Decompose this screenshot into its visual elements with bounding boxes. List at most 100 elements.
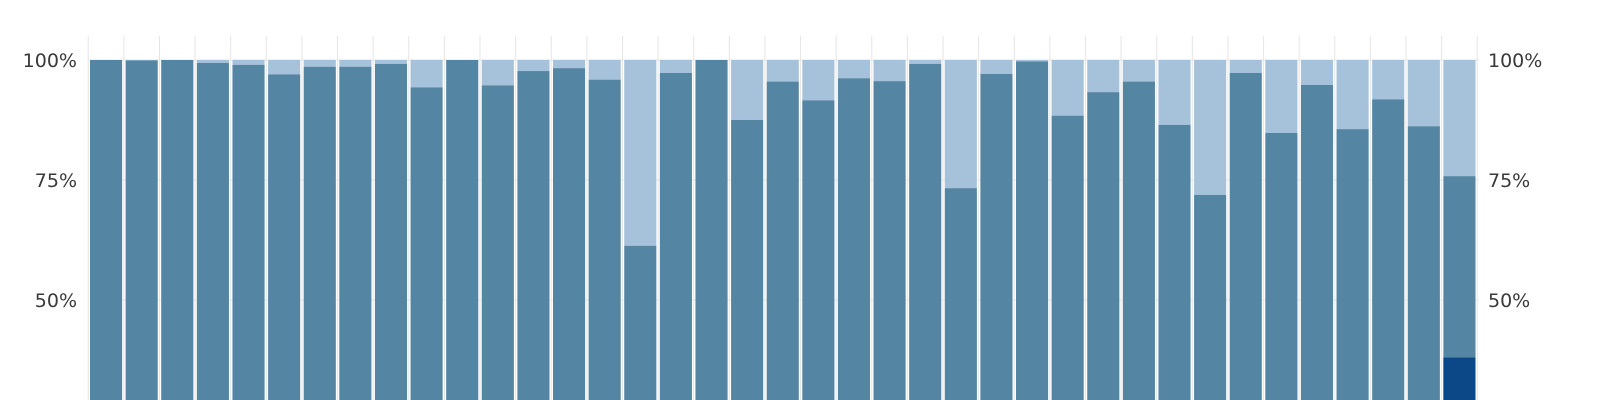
bar-value-segment bbox=[1336, 129, 1369, 400]
bar-group bbox=[1407, 60, 1440, 400]
bar-group bbox=[1158, 60, 1191, 400]
bar-remainder-segment bbox=[196, 60, 229, 63]
bar-remainder-segment bbox=[339, 60, 372, 67]
bar-remainder-segment bbox=[1407, 60, 1440, 127]
bar-value-segment bbox=[125, 60, 158, 400]
bar-remainder-segment bbox=[1336, 60, 1369, 130]
bar-value-segment bbox=[944, 188, 977, 400]
bar-group bbox=[837, 60, 871, 400]
bar-remainder-segment bbox=[303, 60, 336, 67]
bar-remainder-segment bbox=[481, 60, 514, 86]
bar-value-segment bbox=[659, 72, 692, 400]
y-axis-right: 100% 75% 50% bbox=[1488, 50, 1542, 312]
bar-value-segment bbox=[1194, 194, 1227, 400]
bar-group bbox=[481, 60, 514, 400]
bar-group bbox=[1265, 60, 1298, 400]
bar-group bbox=[731, 60, 764, 400]
bar-value-segment bbox=[161, 60, 194, 400]
bar-remainder-segment bbox=[1265, 60, 1298, 133]
bar-remainder-segment bbox=[1122, 60, 1155, 82]
bar-group bbox=[90, 60, 123, 400]
bar-remainder-segment bbox=[1016, 60, 1049, 62]
bar-group bbox=[553, 60, 586, 400]
bar-group bbox=[232, 60, 265, 400]
bar-group bbox=[944, 60, 977, 400]
bar-remainder-segment bbox=[909, 60, 942, 64]
bar-remainder-segment bbox=[837, 60, 871, 79]
bar-remainder-segment bbox=[588, 60, 621, 80]
bar-group bbox=[1194, 60, 1227, 400]
bar-group bbox=[196, 60, 229, 400]
bar-value-segment bbox=[1265, 132, 1298, 400]
bar-group bbox=[909, 60, 942, 400]
bar-value-segment bbox=[837, 78, 871, 400]
bar-group bbox=[1443, 60, 1476, 400]
bar-group bbox=[125, 60, 158, 400]
bar-remainder-segment bbox=[1443, 60, 1476, 177]
bar-group bbox=[1122, 60, 1155, 400]
bar-group bbox=[1372, 60, 1405, 400]
bar-group bbox=[802, 60, 835, 400]
bar-group bbox=[410, 60, 443, 400]
bar-group bbox=[624, 60, 657, 400]
bar-value-segment bbox=[1122, 81, 1155, 400]
bar-value-segment bbox=[873, 81, 906, 400]
bar-value-segment bbox=[1407, 126, 1440, 400]
bar-group bbox=[339, 60, 372, 400]
bar-group bbox=[1087, 60, 1120, 400]
y-tick-label-left: 50% bbox=[35, 290, 77, 312]
bar-group bbox=[766, 60, 799, 400]
bar-remainder-segment bbox=[517, 60, 550, 72]
bar-remainder-segment bbox=[1194, 60, 1227, 195]
bar-remainder-segment bbox=[1051, 60, 1084, 116]
bar-group bbox=[588, 60, 621, 400]
bar-remainder-segment bbox=[731, 60, 764, 120]
bar-group bbox=[374, 60, 408, 400]
bar-value-segment bbox=[1372, 99, 1405, 400]
bar-remainder-segment bbox=[1300, 60, 1334, 85]
bar-value-segment bbox=[1229, 72, 1262, 400]
bar-group bbox=[303, 60, 336, 400]
bar-remainder-segment bbox=[802, 60, 835, 101]
bar-remainder-segment bbox=[624, 60, 657, 246]
bar-group bbox=[268, 60, 301, 400]
bar-value-segment bbox=[1087, 92, 1120, 400]
bar-value-segment bbox=[481, 85, 514, 400]
bar-group bbox=[446, 60, 479, 400]
bar-value-segment bbox=[410, 87, 443, 400]
bar-group bbox=[1016, 60, 1049, 400]
bar-group bbox=[1229, 60, 1262, 400]
bar-value-segment bbox=[1051, 115, 1084, 400]
bar-group bbox=[1336, 60, 1369, 400]
bar-remainder-segment bbox=[1158, 60, 1191, 125]
bars bbox=[90, 60, 1476, 400]
bar-value-segment bbox=[731, 120, 764, 400]
bar-value-segment bbox=[196, 62, 229, 400]
bar-group bbox=[161, 60, 194, 400]
bar-remainder-segment bbox=[980, 60, 1013, 74]
bar-group bbox=[1300, 60, 1334, 400]
bar-group bbox=[980, 60, 1013, 400]
bar-group bbox=[1051, 60, 1084, 400]
bar-remainder-segment bbox=[1087, 60, 1120, 93]
bar-value-segment bbox=[232, 64, 265, 400]
y-tick-label-right: 75% bbox=[1488, 170, 1530, 192]
bar-value-segment bbox=[980, 73, 1013, 400]
bar-value-segment bbox=[339, 66, 372, 400]
bar-value-segment bbox=[268, 74, 301, 400]
bar-value-segment bbox=[303, 66, 336, 400]
bar-value-segment bbox=[1016, 61, 1049, 400]
bar-group bbox=[517, 60, 550, 400]
bar-remainder-segment bbox=[1372, 60, 1405, 100]
bar-value-segment bbox=[588, 79, 621, 400]
bar-value-segment bbox=[90, 60, 123, 400]
bar-remainder-segment bbox=[1229, 60, 1262, 73]
y-tick-label-left: 100% bbox=[23, 50, 77, 72]
bar-remainder-segment bbox=[268, 60, 301, 75]
bar-remainder-segment bbox=[873, 60, 906, 82]
y-tick-label-left: 75% bbox=[35, 170, 77, 192]
bar-value-segment bbox=[1300, 84, 1334, 400]
y-tick-label-right: 100% bbox=[1488, 50, 1542, 72]
bar-remainder-segment bbox=[659, 60, 692, 73]
